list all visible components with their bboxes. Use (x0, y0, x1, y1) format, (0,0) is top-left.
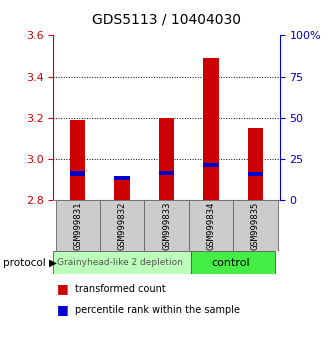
Bar (56, 200, 100, 251)
Text: protocol ▶: protocol ▶ (3, 258, 57, 268)
Text: GSM999833: GSM999833 (162, 201, 171, 250)
Bar (159, 118, 174, 200)
Text: GSM999835: GSM999835 (251, 201, 260, 250)
Bar (247, 172, 263, 176)
Bar (233, 200, 277, 251)
Text: ■: ■ (57, 282, 68, 295)
Text: control: control (211, 258, 250, 268)
Bar (100, 200, 144, 251)
Bar (191, 251, 275, 274)
Bar (189, 200, 233, 251)
Text: transformed count: transformed count (75, 284, 166, 293)
Text: GDS5113 / 10404030: GDS5113 / 10404030 (92, 12, 241, 27)
Bar (53, 251, 191, 274)
Bar (247, 128, 263, 200)
Bar (203, 163, 219, 167)
Text: percentile rank within the sample: percentile rank within the sample (75, 305, 240, 315)
Text: GSM999831: GSM999831 (73, 201, 82, 250)
Bar (70, 120, 86, 200)
Text: ■: ■ (57, 303, 68, 316)
Text: Grainyhead-like 2 depletion: Grainyhead-like 2 depletion (57, 258, 183, 267)
Text: GSM999834: GSM999834 (206, 201, 215, 250)
Bar (70, 171, 86, 176)
Bar (159, 171, 174, 175)
Text: GSM999832: GSM999832 (118, 201, 127, 250)
Bar (144, 200, 189, 251)
Bar (203, 58, 219, 200)
Bar (114, 176, 130, 181)
Bar (114, 177, 130, 200)
